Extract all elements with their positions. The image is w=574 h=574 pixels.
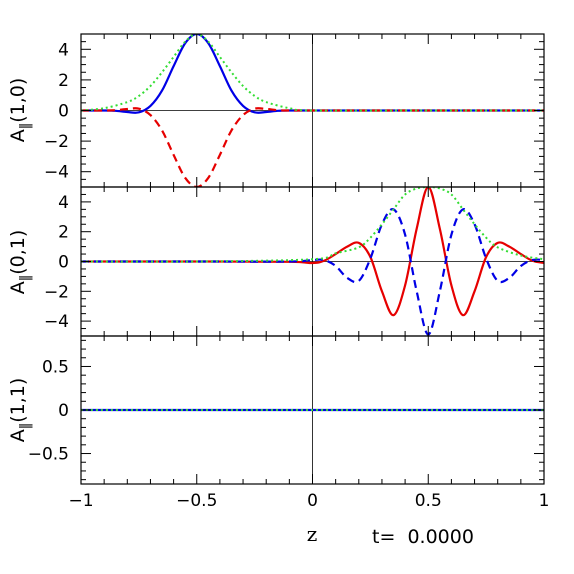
y-tick-label: 2 bbox=[58, 223, 69, 243]
y-axis-label: A‖(1,1) bbox=[7, 378, 33, 443]
series-group bbox=[81, 187, 544, 336]
y-axis-label-sub: ‖ bbox=[18, 123, 33, 130]
y-tick-label: 4 bbox=[58, 40, 69, 60]
y-axis-label-base: A bbox=[7, 281, 29, 294]
y-axis-label-base: A bbox=[7, 129, 29, 142]
x-axis-tick-labels: −1 −0.5 0 0.5 1 bbox=[68, 491, 549, 511]
y-tick-label: 2 bbox=[58, 71, 69, 91]
panel-a10: 4 2 0 −2 −4 A‖(1,0) bbox=[7, 33, 545, 188]
y-tick-label: 4 bbox=[58, 193, 69, 213]
y-axis-label: A‖(0,1) bbox=[7, 230, 33, 295]
y-tick-label: −2 bbox=[44, 282, 69, 302]
series-line-dotted bbox=[81, 187, 544, 263]
y-axis-label-sub: ‖ bbox=[18, 275, 33, 282]
y-tick-label: 0 bbox=[58, 102, 69, 122]
x-tick-label: −0.5 bbox=[176, 491, 217, 511]
y-tick-label: −4 bbox=[44, 312, 69, 332]
series-line-solid bbox=[81, 34, 544, 114]
y-axis-label-args: (0,1) bbox=[7, 230, 29, 275]
x-tick-label: −1 bbox=[68, 491, 93, 511]
panel-a01: 4 2 0 −2 −4 A‖(0,1) bbox=[7, 186, 545, 337]
y-tick-label: −2 bbox=[44, 132, 69, 152]
y-tick-label: 0.5 bbox=[42, 357, 69, 377]
y-axis-label-args: (1,0) bbox=[7, 78, 29, 123]
x-tick-label: 0.5 bbox=[415, 491, 442, 511]
x-tick-label: 0 bbox=[307, 491, 318, 511]
y-tick-label: −4 bbox=[44, 163, 69, 183]
y-axis-label: A‖(1,0) bbox=[7, 78, 33, 143]
panel-a11: 0.50−0.5A‖(1,1) bbox=[7, 335, 545, 485]
x-tick-label: 1 bbox=[539, 491, 550, 511]
y-axis-label-args: (1,1) bbox=[7, 378, 29, 423]
x-axis-label: z bbox=[307, 522, 318, 546]
series-line-solid bbox=[81, 187, 544, 317]
y-tick-label: −0.5 bbox=[28, 445, 69, 465]
series-line-dotted bbox=[81, 34, 544, 112]
y-tick-label: 0 bbox=[58, 401, 69, 421]
y-axis-label-sub: ‖ bbox=[18, 423, 33, 430]
y-tick-label: 0 bbox=[58, 253, 69, 273]
y-axis-label-base: A bbox=[7, 429, 29, 442]
time-label: t= 0.0000 bbox=[372, 526, 474, 548]
series-group bbox=[81, 34, 544, 187]
